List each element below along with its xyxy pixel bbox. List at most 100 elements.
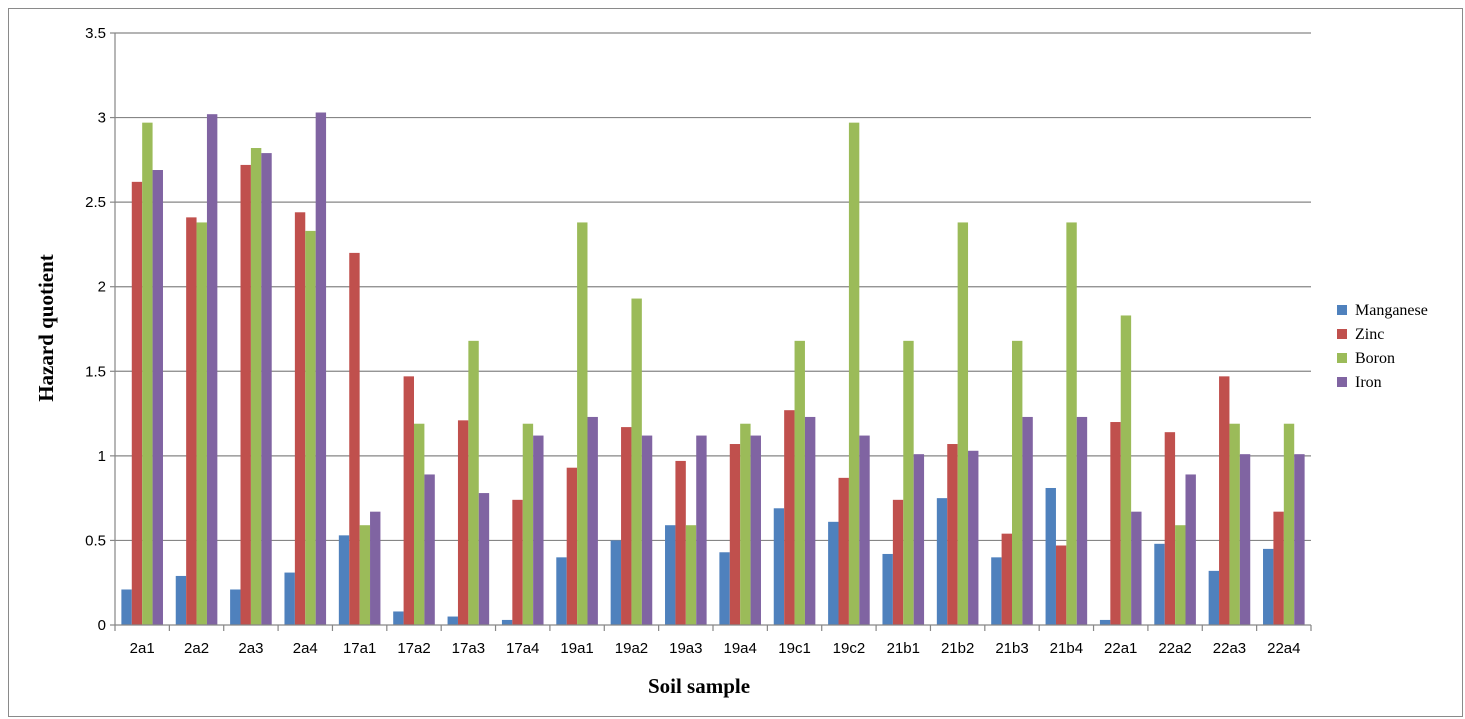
bar-boron-2a4 xyxy=(305,230,316,625)
bar-zinc-22a3 xyxy=(1219,376,1230,625)
bar-iron-19a3 xyxy=(696,435,707,625)
y-tick-label: 0.5 xyxy=(85,532,106,549)
bar-iron-21b1 xyxy=(913,454,925,625)
x-tick-label: 19a4 xyxy=(723,640,756,657)
bar-zinc-17a3 xyxy=(457,420,469,625)
bar-manganese-19a3 xyxy=(665,525,676,625)
x-tick-label: 22a1 xyxy=(1104,640,1137,657)
bar-zinc-21b3 xyxy=(1001,533,1012,625)
y-tick-label: 2.5 xyxy=(85,194,106,211)
x-tick-label: 2a4 xyxy=(293,640,318,657)
legend-label-boron: Boron xyxy=(1355,350,1395,367)
bar-manganese-22a4 xyxy=(1263,548,1274,625)
bar-iron-22a4 xyxy=(1294,454,1305,625)
bar-manganese-19a4 xyxy=(719,552,730,625)
bar-zinc-19c2 xyxy=(838,477,849,625)
bar-zinc-21b2 xyxy=(947,444,958,625)
y-tick-label: 2 xyxy=(98,279,106,296)
bar-boron-2a2 xyxy=(196,222,207,625)
legend-swatch-zinc xyxy=(1337,329,1347,339)
x-tick-label: 19c2 xyxy=(833,640,866,657)
y-tick-label: 1.5 xyxy=(85,363,106,380)
bar-iron-2a2 xyxy=(206,114,218,625)
x-tick-label: 17a3 xyxy=(452,640,485,657)
bar-manganese-2a4 xyxy=(284,572,295,625)
bar-zinc-2a1 xyxy=(131,181,143,625)
bar-boron-17a3 xyxy=(468,340,479,625)
x-tick-labels: 2a1 2a2 2a3 2a4 17a1 17a2 17a3 17a4 19a1 19a2 19a3… xyxy=(130,640,1301,657)
bar-zinc-21b1 xyxy=(892,499,904,625)
y-tick-label: 3 xyxy=(98,110,106,127)
x-tick-label: 21b2 xyxy=(941,640,974,657)
bar-manganese-17a4 xyxy=(501,619,513,625)
bar-manganese-21b3 xyxy=(991,557,1002,625)
bar-iron-17a3 xyxy=(478,493,490,625)
legend-label-zinc: Zinc xyxy=(1355,326,1384,343)
bar-boron-19a3 xyxy=(685,525,697,625)
x-tick-label: 2a2 xyxy=(184,640,209,657)
x-tick-label: 19c1 xyxy=(778,640,811,657)
y-tick-label: 0 xyxy=(98,617,106,634)
bar-boron-21b4 xyxy=(1066,222,1077,625)
bar-boron-19a4 xyxy=(740,423,751,625)
bar-boron-21b3 xyxy=(1012,340,1023,625)
y-tick-label: 1 xyxy=(98,448,106,465)
bar-iron-2a1 xyxy=(152,170,163,625)
bar-zinc-17a2 xyxy=(403,376,414,625)
bar-iron-17a4 xyxy=(533,435,544,625)
bar-boron-22a1 xyxy=(1120,315,1132,625)
x-tick-label: 19a3 xyxy=(669,640,702,657)
bar-zinc-2a2 xyxy=(186,217,197,625)
bar-manganese-21b1 xyxy=(882,553,893,625)
x-tick-label: 2a3 xyxy=(238,640,263,657)
bar-iron-19c1 xyxy=(804,416,816,625)
bar-zinc-22a4 xyxy=(1273,511,1284,625)
bar-boron-19c2 xyxy=(848,122,860,626)
y-tick-labels: 0 0.5 1 1.5 2 2.5 3 3.5 xyxy=(85,25,106,634)
bar-zinc-19a1 xyxy=(566,467,578,625)
x-tick-label: 21b3 xyxy=(995,640,1028,657)
bar-boron-17a1 xyxy=(359,525,371,625)
legend-swatch-manganese xyxy=(1337,305,1347,315)
bar-manganese-22a1 xyxy=(1099,619,1111,625)
bar-iron-19c2 xyxy=(859,435,870,625)
x-tick-label: 21b4 xyxy=(1050,640,1083,657)
bar-iron-22a2 xyxy=(1185,474,1196,625)
bar-manganese-21b2 xyxy=(936,498,948,625)
bar-iron-21b3 xyxy=(1022,416,1033,625)
gridlines xyxy=(115,32,1311,542)
bar-boron-21b1 xyxy=(903,340,914,625)
bar-iron-17a1 xyxy=(370,511,381,625)
bar-manganese-19a1 xyxy=(556,557,567,625)
bar-zinc-19a3 xyxy=(675,460,686,625)
bar-manganese-2a1 xyxy=(121,589,132,625)
bar-zinc-19a2 xyxy=(621,427,632,625)
bar-zinc-19a4 xyxy=(729,444,741,625)
bar-zinc-22a1 xyxy=(1110,422,1121,625)
bar-manganese-2a2 xyxy=(175,575,187,625)
legend-swatch-iron xyxy=(1337,377,1347,387)
bar-iron-22a1 xyxy=(1131,511,1142,625)
bar-boron-21b2 xyxy=(957,222,969,625)
x-tick-label: 17a1 xyxy=(343,640,376,657)
bar-zinc-2a3 xyxy=(240,164,251,625)
bar-iron-21b2 xyxy=(968,450,979,625)
x-tick-label: 19a2 xyxy=(615,640,648,657)
x-tick-label: 21b1 xyxy=(887,640,920,657)
bar-zinc-21b4 xyxy=(1055,545,1067,625)
bar-iron-19a1 xyxy=(587,416,598,625)
bar-iron-17a2 xyxy=(424,474,435,625)
legend-label-manganese: Manganese xyxy=(1355,302,1428,319)
bar-iron-2a4 xyxy=(315,112,327,625)
bar-zinc-2a4 xyxy=(294,212,306,626)
x-tick-label: 17a4 xyxy=(506,640,539,657)
bar-manganese-19c1 xyxy=(773,508,785,625)
bar-zinc-17a1 xyxy=(349,252,360,625)
x-tick-label: 22a2 xyxy=(1158,640,1191,657)
bar-boron-19a1 xyxy=(577,222,588,625)
x-tick-label: 22a3 xyxy=(1213,640,1246,657)
bar-boron-17a2 xyxy=(414,423,425,625)
bars xyxy=(121,112,1305,626)
x-axis-title: Soil sample xyxy=(648,674,750,698)
x-tick-label: 17a2 xyxy=(397,640,430,657)
